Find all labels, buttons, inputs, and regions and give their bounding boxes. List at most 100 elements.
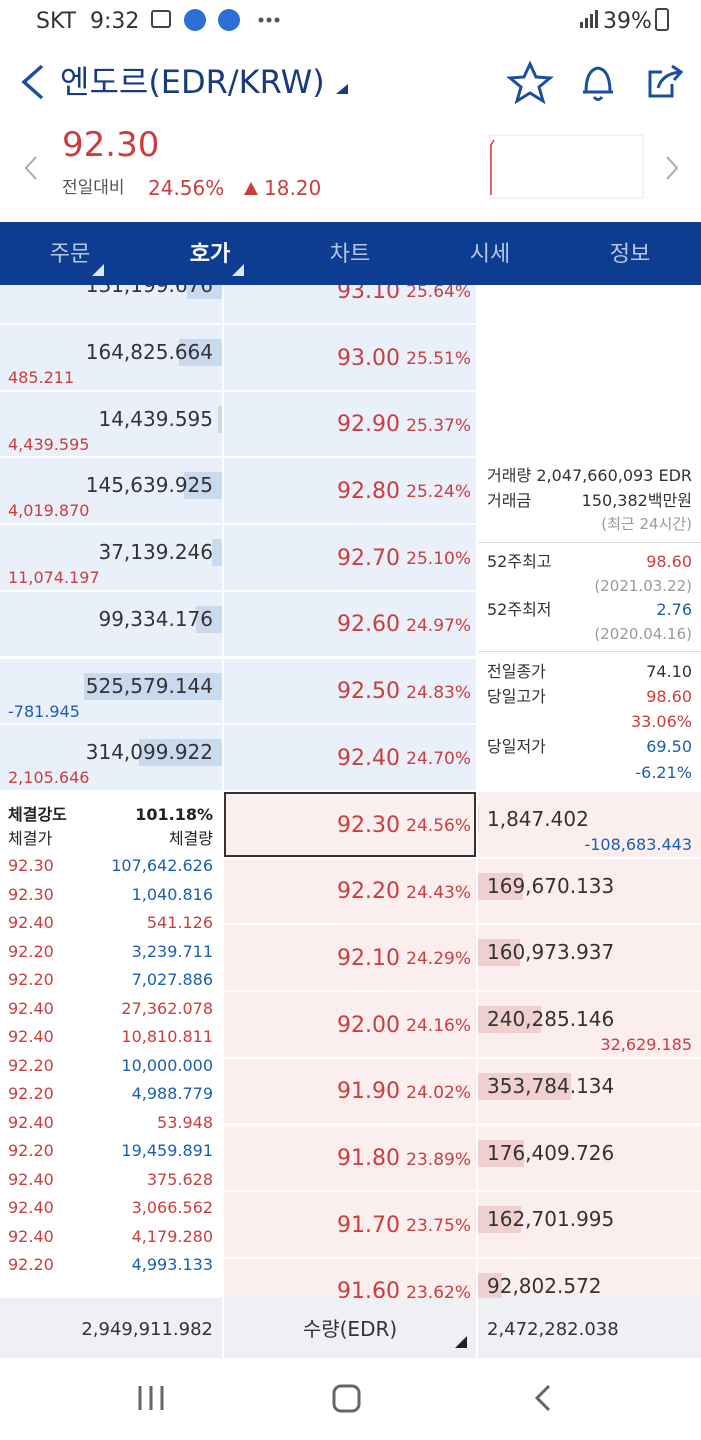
ask-price[interactable]: 93.10: [337, 285, 400, 304]
trade-quantity: 10,000.000: [121, 1055, 213, 1075]
ask-price[interactable]: 92.40: [337, 745, 400, 771]
ask-rate: 25.10%: [406, 549, 471, 570]
ask-qty-bar: [139, 739, 222, 767]
clock: 9:32: [90, 8, 140, 34]
tab[interactable]: 호가: [189, 241, 231, 267]
ask-quantity: 314,099.922: [85, 740, 213, 765]
bid-qty-cell: [478, 792, 701, 857]
tab[interactable]: 시세: [469, 241, 511, 267]
ask-diff: -781.945: [8, 701, 80, 721]
trade-header: 체결가: [8, 829, 53, 848]
trade-quantity: 4,988.779: [131, 1084, 213, 1103]
bid-quantity: 162,701.995: [487, 1207, 615, 1232]
tab[interactable]: 주문: [49, 241, 91, 267]
ask-price[interactable]: 93.00: [337, 345, 400, 371]
trade-quantity: 27,362.078: [121, 998, 213, 1018]
change-amount: 18.20: [264, 176, 322, 200]
app-icon: [184, 9, 206, 31]
info-divider: [478, 542, 701, 543]
battery-level: 39%: [603, 8, 652, 34]
mini-chart-line: [490, 139, 495, 195]
info-value: 98.60: [646, 687, 692, 706]
ask-price[interactable]: 92.90: [337, 412, 400, 438]
info-label: 당일저가: [487, 737, 546, 756]
nav-back-button[interactable]: [534, 1384, 551, 1412]
info-label: 전일종가: [487, 662, 546, 681]
ask-quantity: 164,825.664: [85, 340, 213, 364]
bid-price[interactable]: 92.30: [337, 812, 400, 838]
info-value: 2,047,660,093 EDR: [536, 466, 692, 485]
recent-apps-button[interactable]: [138, 1386, 164, 1410]
bid-price[interactable]: 92.10: [337, 945, 400, 971]
back-button[interactable]: [21, 64, 44, 100]
ask-price[interactable]: 92.50: [337, 679, 400, 704]
header-icons: [21, 8, 684, 199]
trade-price: 92.40: [8, 1112, 54, 1132]
bid-price-cell: [224, 1125, 476, 1191]
ask-quantity: 99,334.176: [98, 606, 213, 631]
bid-price[interactable]: 91.70: [337, 1212, 400, 1238]
coin-title[interactable]: 엔도르(EDR/KRW): [60, 62, 325, 101]
ask-price[interactable]: 92.70: [337, 545, 400, 571]
alarm-button[interactable]: [583, 66, 613, 101]
bid-qty-bar: [478, 1206, 521, 1234]
bid-price[interactable]: 91.60: [337, 1279, 400, 1298]
info-label: 52주최고: [487, 552, 552, 571]
tab[interactable]: 정보: [609, 241, 651, 267]
ask-quantity: 525,579.144: [85, 673, 213, 698]
prev-button[interactable]: [24, 156, 37, 180]
battery-icon: [655, 8, 669, 31]
bid-total: 2,472,282.038: [487, 1318, 619, 1340]
trade-quantity: 4,993.133: [131, 1255, 213, 1274]
tab[interactable]: 차트: [329, 241, 371, 267]
unit-dropdown[interactable]: [455, 1336, 467, 1348]
bid-quantity: 92,802.572: [487, 1273, 602, 1298]
bid-rate: 24.43%: [406, 882, 471, 903]
info-note: (2021.03.22): [594, 576, 692, 595]
ask-price[interactable]: 92.60: [337, 612, 400, 638]
bid-price[interactable]: 91.80: [337, 1146, 400, 1171]
favorite-button[interactable]: [506, 60, 554, 105]
home-button[interactable]: [332, 1384, 361, 1413]
app-icon: [218, 9, 240, 31]
trade-header: 체결량: [168, 829, 213, 848]
info-value: 98.60: [646, 552, 692, 571]
ask-qty-bar: [178, 339, 222, 366]
info-note: (2020.04.16): [594, 624, 692, 643]
share-button[interactable]: [648, 64, 684, 98]
trade-price: 92.40: [8, 998, 54, 1018]
ask-qty-cell: [0, 591, 222, 657]
bid-price[interactable]: 92.00: [337, 1012, 400, 1038]
trade-quantity: 107,642.626: [111, 856, 213, 875]
bid-price[interactable]: 91.90: [337, 1079, 400, 1105]
ask-qty-bar: [212, 539, 222, 567]
trade-price: 92.40: [8, 1226, 54, 1246]
bid-qty-bar: [478, 1006, 542, 1034]
bid-price[interactable]: 92.20: [337, 879, 400, 905]
bid-quantity: 160,973.937: [487, 940, 615, 965]
bid-price-cell: [224, 792, 476, 857]
trade-quantity: 10,810.811: [121, 1027, 213, 1046]
ask-book: 131,199.676 93.10 25.64% 164,825.664 485.211…: [0, 285, 701, 791]
unit-selector[interactable]: 수량(EDR): [302, 1317, 398, 1341]
dropdown-icon[interactable]: [336, 84, 348, 94]
trade-price: 92.20: [8, 1084, 54, 1103]
ask-rate: 25.24%: [406, 482, 471, 503]
ask-price[interactable]: 92.80: [337, 478, 400, 504]
info-label: 당일고가: [487, 687, 546, 706]
divider: [222, 1298, 224, 1358]
bid-quantity: 176,409.726: [487, 1140, 615, 1165]
bid-quantity: 169,670.133: [487, 873, 615, 898]
ask-diff: 2,105.646: [8, 768, 90, 788]
ask-price-cell: [224, 725, 476, 790]
bid-qty-bar: [478, 1072, 572, 1100]
trade-price: 92.30: [8, 884, 54, 904]
ask-price-cell: [224, 391, 476, 457]
bid-diff: -108,683.443: [584, 835, 692, 854]
tab-dropdown: [232, 264, 244, 276]
ask-price-cell: [224, 525, 476, 590]
trade-price: 92.20: [8, 1141, 54, 1160]
ask-qty-cell: [0, 525, 222, 590]
next-button[interactable]: [666, 156, 679, 180]
ask-price-cell: [224, 285, 476, 323]
